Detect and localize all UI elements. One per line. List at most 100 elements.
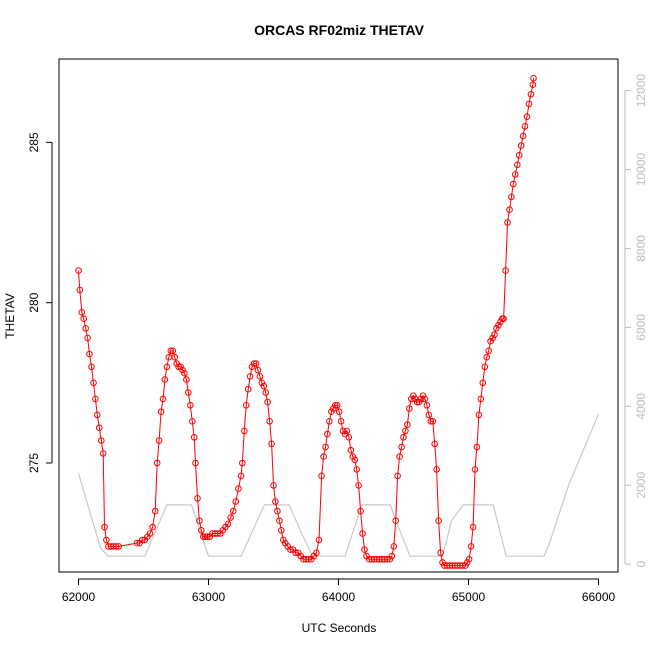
data-point xyxy=(270,482,277,489)
data-point xyxy=(179,366,186,374)
data-point xyxy=(192,459,199,467)
data-point xyxy=(318,472,325,480)
data-point xyxy=(357,507,364,515)
x-tick-label: 65000 xyxy=(452,590,486,604)
data-point xyxy=(406,405,413,412)
data-point xyxy=(181,369,188,377)
data-point xyxy=(155,437,163,444)
data-point xyxy=(252,360,260,367)
data-point xyxy=(475,411,483,419)
data-point xyxy=(280,536,287,544)
data-point xyxy=(467,543,475,550)
data-point xyxy=(190,434,198,441)
data-point xyxy=(341,430,349,438)
data-point xyxy=(268,440,275,448)
data-point xyxy=(355,482,362,489)
data-point xyxy=(519,132,527,140)
data-point xyxy=(419,392,427,400)
data-point xyxy=(313,549,320,557)
data-point xyxy=(361,546,368,553)
data-point xyxy=(404,421,411,428)
data-point xyxy=(305,555,312,563)
data-point xyxy=(92,395,99,403)
data-point xyxy=(515,151,523,159)
data-point xyxy=(483,353,491,361)
data-point xyxy=(390,543,398,550)
y-axis-label: THETAV xyxy=(3,293,17,339)
data-point xyxy=(527,91,535,98)
data-point xyxy=(465,555,473,563)
data-point xyxy=(512,171,519,178)
data-point xyxy=(203,533,211,541)
data-point xyxy=(402,427,409,435)
data-point xyxy=(514,161,521,169)
chart-title: ORCAS RF02miz THETAV xyxy=(254,22,424,38)
data-point xyxy=(504,219,511,226)
thetav-line xyxy=(78,78,534,567)
data-point xyxy=(343,427,351,435)
data-point xyxy=(328,408,335,416)
data-point xyxy=(335,408,343,416)
data-point xyxy=(392,517,400,525)
y-axis-left: 275 280 285 xyxy=(27,132,53,473)
data-point xyxy=(435,517,442,525)
data-point xyxy=(388,552,396,560)
data-point xyxy=(146,530,154,537)
data-point xyxy=(167,347,175,355)
data-point xyxy=(202,533,209,541)
data-point xyxy=(214,530,221,537)
data-point xyxy=(94,411,101,419)
data-point xyxy=(175,363,182,371)
data-point xyxy=(417,395,425,403)
data-point xyxy=(353,466,361,473)
data-point xyxy=(315,536,323,544)
data-point xyxy=(502,267,509,274)
data-point xyxy=(320,453,327,460)
data-point xyxy=(157,408,165,416)
data-point xyxy=(177,363,184,371)
data-point xyxy=(481,363,489,371)
data-point xyxy=(421,395,429,403)
x-tick-label: 63000 xyxy=(192,590,226,604)
data-point xyxy=(194,495,201,502)
y-tick-label: 275 xyxy=(27,453,41,473)
data-point xyxy=(292,549,299,557)
data-point xyxy=(76,286,84,294)
thetav-series xyxy=(75,74,537,569)
data-point xyxy=(477,395,485,403)
data-point xyxy=(473,443,481,451)
data-point xyxy=(224,520,232,528)
data-point xyxy=(187,402,194,409)
x-tick-label: 64000 xyxy=(322,590,356,604)
data-point xyxy=(173,360,180,367)
data-point xyxy=(326,418,333,425)
data-point xyxy=(333,402,341,409)
data-point xyxy=(347,446,355,454)
data-point xyxy=(232,498,240,505)
data-point xyxy=(487,337,494,345)
y2-tick-label: 10000 xyxy=(634,152,648,186)
data-point xyxy=(151,507,159,515)
data-point xyxy=(260,382,268,390)
data-point xyxy=(161,376,169,383)
data-point xyxy=(171,353,178,361)
data-point xyxy=(371,555,378,563)
data-point xyxy=(479,379,487,387)
data-point xyxy=(75,267,82,274)
data-point xyxy=(396,453,403,460)
data-point xyxy=(410,392,417,400)
y-axis-right: 0 2000 4000 6000 8000 10000 12000 xyxy=(624,74,648,567)
data-point xyxy=(246,373,254,380)
data-point xyxy=(469,523,477,531)
data-point xyxy=(242,402,250,409)
data-point xyxy=(159,395,167,403)
data-point xyxy=(82,325,89,332)
data-point xyxy=(101,523,108,531)
data-point xyxy=(287,546,294,553)
data-point xyxy=(345,434,353,441)
data-point xyxy=(394,472,401,480)
data-point xyxy=(153,459,161,467)
data-point xyxy=(90,379,97,387)
data-point xyxy=(254,366,262,374)
data-point xyxy=(183,376,190,383)
